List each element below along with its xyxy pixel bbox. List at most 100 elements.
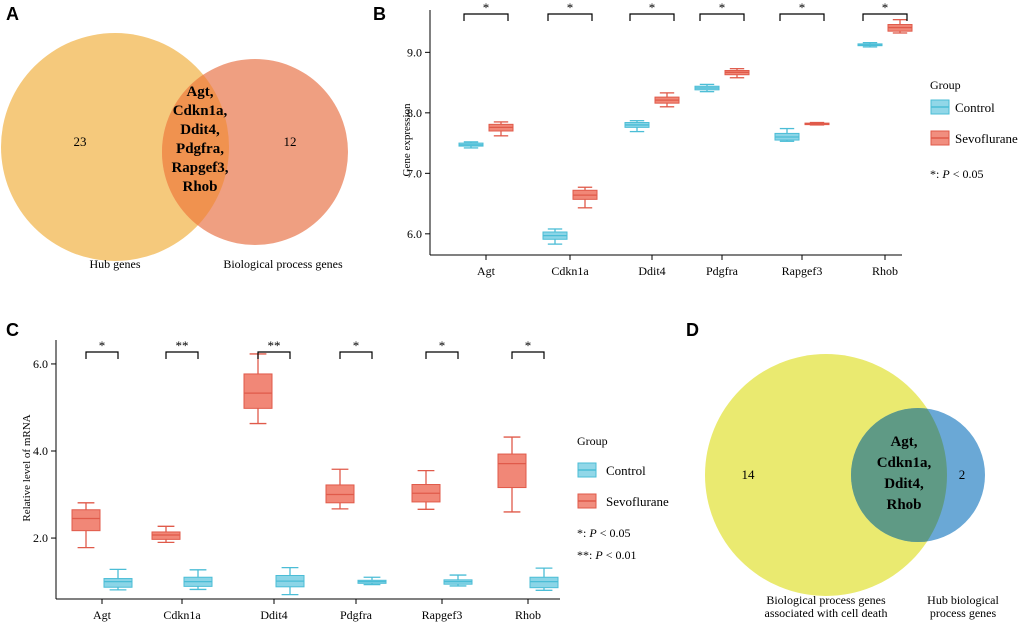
chart-c-significance-note-2: **: P < 0.01: [577, 548, 636, 562]
chart-c-box-sevoflurane-rapgef3: [411, 469, 441, 510]
venn-d-right-label-line-1: Hub biological: [927, 593, 999, 607]
chart-b-box-sevoflurane-cdkn1a: [572, 186, 598, 209]
chart-b-box-control-pdgfra: [694, 83, 720, 93]
chart-b-significance: * * * * * *: [463, 0, 908, 21]
significance-stars: *: [799, 0, 806, 15]
chart-c-significance-rapgef3: *: [425, 338, 459, 359]
venn-d-left-label-line-2: associated with cell death: [765, 606, 888, 620]
chart-c-significance-ddit4: **: [257, 338, 291, 359]
chart-b-x-tick-label: Agt: [477, 264, 496, 278]
venn-d-left-label-line-1: Biological process genes: [766, 593, 886, 607]
chart-c-box-control-ddit4: [275, 567, 305, 596]
venn-d-overlap-gene: Ddit4,: [884, 476, 924, 492]
chart-c-x-tick-label: Cdkn1a: [163, 608, 201, 622]
significance-bracket: [339, 351, 373, 359]
chart-b-box-control-rapgef3: [774, 127, 800, 142]
venn-a-left-label: Hub genes: [90, 257, 141, 271]
venn-a-left-count: 23: [74, 134, 87, 149]
significance-stars: **: [176, 338, 189, 353]
chart-b-significance-note: *: P < 0.05: [930, 167, 983, 181]
chart-b-y-tick-label: 7.0: [407, 166, 422, 180]
chart-b-legend-key-control: [930, 99, 950, 115]
chart-b-significance-cdkn1a: *: [547, 0, 593, 21]
chart-c-x-tick-label: Pdgfra: [340, 608, 373, 622]
chart-b-legend-label-control: Control: [955, 100, 995, 115]
significance-stars: *: [649, 0, 656, 15]
box-iqr: [71, 509, 101, 532]
chart-c-y-axis-label: Relative level of mRNA: [21, 414, 33, 521]
significance-bracket: [547, 13, 593, 21]
significance-stars: **: [268, 338, 281, 353]
significance-stars: *: [882, 0, 889, 15]
venn-d-overlap-genes: Agt, Cdkn1a, Ddit4, Rhob: [877, 434, 932, 513]
venn-a-overlap-region: [162, 59, 229, 245]
significance-stars: *: [483, 0, 490, 15]
chart-b-box-control-ddit4: [624, 120, 650, 133]
chart-c-y-tick-label: 4.0: [33, 444, 48, 458]
chart-c-significance-cdkn1a: **: [165, 338, 199, 359]
chart-b-significance-ddit4: *: [629, 0, 675, 21]
chart-b-significance-pdgfra: *: [699, 0, 745, 21]
significance-bracket: [85, 351, 119, 359]
significance-bracket: [629, 13, 675, 21]
chart-c-significance: * ** ** * * *: [85, 338, 545, 359]
significance-bracket: [779, 13, 825, 21]
significance-bracket: [425, 351, 459, 359]
chart-b-y-axis-label: Gene expression: [401, 103, 413, 177]
venn-d-right-label-line-2: process genes: [930, 606, 997, 620]
chart-b-significance-rhob: *: [862, 0, 908, 21]
chart-c-legend-key-sevoflurane: [577, 493, 597, 509]
venn-a-overlap-gene: Cdkn1a,: [173, 103, 228, 119]
chart-b-significance-agt: *: [463, 0, 509, 21]
significance-bracket: [699, 13, 745, 21]
chart-c-legend: Group Control Sevoflurane *: P < 0.05 **…: [577, 434, 669, 562]
significance-bracket: [463, 13, 509, 21]
significance-stars: *: [567, 0, 574, 15]
chart-c-box-control-rhob: [529, 567, 559, 591]
chart-c-box-sevoflurane-agt: [71, 502, 101, 549]
chart-b-legend-title: Group: [930, 78, 961, 92]
chart-b-significance-rapgef3: *: [779, 0, 825, 21]
significance-bracket: [165, 351, 199, 359]
venn-a-overlap-gene: Agt,: [186, 84, 213, 100]
significance-stars: *: [719, 0, 726, 15]
significance-stars: *: [439, 338, 446, 353]
chart-b-y-tick-label: 9.0: [407, 45, 422, 59]
venn-a-right-count: 12: [284, 134, 297, 149]
chart-b-x-ticks: Agt Cdkn1a Ddit4 Pdgfra Rapgef3 Rhob: [477, 255, 898, 278]
chart-b-legend-label-sevoflurane: Sevoflurane: [955, 131, 1018, 146]
panel-c-letter: C: [6, 320, 19, 340]
chart-c-significance-pdgfra: *: [339, 338, 373, 359]
chart-b-box-sevoflurane-pdgfra: [724, 68, 750, 79]
significance-bracket: [511, 351, 545, 359]
venn-a-overlap-gene: Pdgfra,: [176, 141, 224, 157]
venn-d-overlap-gene: Cdkn1a,: [877, 455, 932, 471]
box-iqr: [497, 453, 527, 489]
panel-a: A 23 12 Agt, Cdkn1a, Ddit4, Pdgfra, Rapg…: [1, 4, 348, 271]
chart-b-box-control-agt: [458, 141, 484, 149]
chart-c-legend-title: Group: [577, 434, 608, 448]
chart-c-box-control-agt: [103, 568, 133, 591]
chart-b-box-control-rhob: [857, 42, 883, 48]
chart-c-x-tick-label: Ddit4: [260, 608, 287, 622]
chart-b-box-control-cdkn1a: [542, 228, 568, 245]
chart-b-x-tick-label: Ddit4: [638, 264, 665, 278]
box-iqr: [103, 578, 133, 588]
box-iqr: [243, 373, 273, 409]
panel-d: D 14 2 Agt, Cdkn1a, Ddit4, Rhob Biologic…: [686, 320, 999, 620]
venn-d-cell-death-circle: [705, 354, 947, 596]
chart-b-box-sevoflurane-ddit4: [654, 92, 680, 108]
chart-c-y-tick-label: 6.0: [33, 357, 48, 371]
significance-stars: *: [353, 338, 360, 353]
significance-stars: *: [525, 338, 532, 353]
chart-c-box-control-pdgfra: [357, 576, 387, 586]
chart-c-x-tick-label: Agt: [93, 608, 112, 622]
venn-d-overlap-gene: Agt,: [890, 434, 917, 450]
panel-b: B Gene expression 6.0 7.0 8.0 9.0 Agt Cdkn1a…: [373, 0, 1018, 278]
chart-b-legend: Group Control Sevoflurane *: P < 0.05: [930, 78, 1018, 181]
chart-c-x-tick-label: Rapgef3: [422, 608, 463, 622]
chart-c-box-control-rapgef3: [443, 574, 473, 587]
chart-c-legend-label-sevoflurane: Sevoflurane: [606, 494, 669, 509]
panel-b-letter: B: [373, 4, 386, 24]
